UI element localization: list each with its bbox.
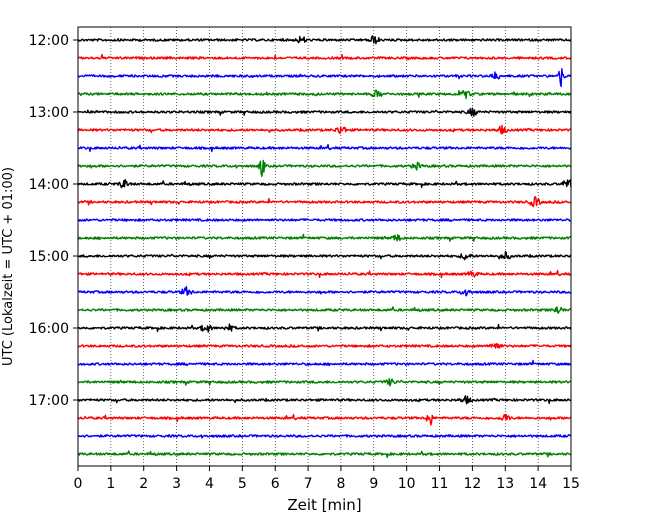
- trace-line: [77, 323, 572, 333]
- seismogram-traces: [77, 35, 572, 459]
- x-tick-label: 0: [74, 476, 83, 492]
- trace-line: [77, 124, 572, 135]
- x-tick-label: 13: [496, 476, 514, 492]
- x-tick-label: 14: [529, 476, 547, 492]
- x-tick-label: 7: [304, 476, 313, 492]
- trace-line: [77, 395, 572, 405]
- x-tick-label: 2: [139, 476, 148, 492]
- x-tick-label: 9: [369, 476, 378, 492]
- x-axis-label: Zeit [min]: [287, 496, 361, 514]
- x-tick-label: 11: [431, 476, 449, 492]
- y-tick-label: 12:00: [29, 33, 69, 49]
- trace-line: [77, 35, 572, 45]
- grid-lines: [110, 27, 539, 466]
- plot-frame: [77, 26, 572, 467]
- y-tick-label: 13:00: [29, 105, 69, 121]
- trace-line: [77, 107, 572, 117]
- trace-line: [77, 377, 572, 387]
- trace-line: [77, 286, 572, 297]
- trace-line: [77, 359, 572, 367]
- trace-line: [77, 413, 572, 426]
- x-tick-label: 12: [463, 476, 481, 492]
- y-axis-ticks: 12:00 13:00 14:00 15:00 16:00 17:00: [29, 33, 78, 409]
- x-tick-label: 1: [106, 476, 115, 492]
- trace-line: [77, 250, 572, 261]
- trace-line: [77, 233, 572, 242]
- trace-line: [77, 53, 572, 61]
- y-tick-label: 15:00: [29, 249, 69, 265]
- trace-line: [77, 143, 572, 153]
- trace-line: [77, 433, 572, 439]
- x-tick-label: 4: [205, 476, 214, 492]
- trace-line: [77, 89, 572, 100]
- x-tick-label: 10: [398, 476, 416, 492]
- y-tick-label: 14:00: [29, 177, 69, 193]
- trace-line: [77, 306, 572, 315]
- trace-line: [77, 218, 571, 223]
- trace-line: [77, 342, 572, 349]
- trace-line: [77, 159, 572, 178]
- trace-line: [77, 68, 572, 88]
- y-tick-label: 17:00: [29, 393, 69, 409]
- trace-line: [77, 178, 572, 189]
- y-tick-label: 16:00: [29, 321, 69, 337]
- x-tick-label: 3: [172, 476, 181, 492]
- y-axis-label: UTC (Lokalzeit = UTC + 01:00): [1, 167, 16, 366]
- x-tick-label: 15: [562, 476, 580, 492]
- trace-line: [77, 269, 572, 279]
- x-axis-ticks: 0 1 2 3 4 5 6 7 8 9 10 11 12 13 14 15: [74, 466, 580, 492]
- x-tick-label: 5: [238, 476, 247, 492]
- trace-line: [77, 450, 572, 459]
- x-tick-label: 8: [336, 476, 345, 492]
- x-tick-label: 6: [271, 476, 280, 492]
- trace-line: [77, 195, 572, 208]
